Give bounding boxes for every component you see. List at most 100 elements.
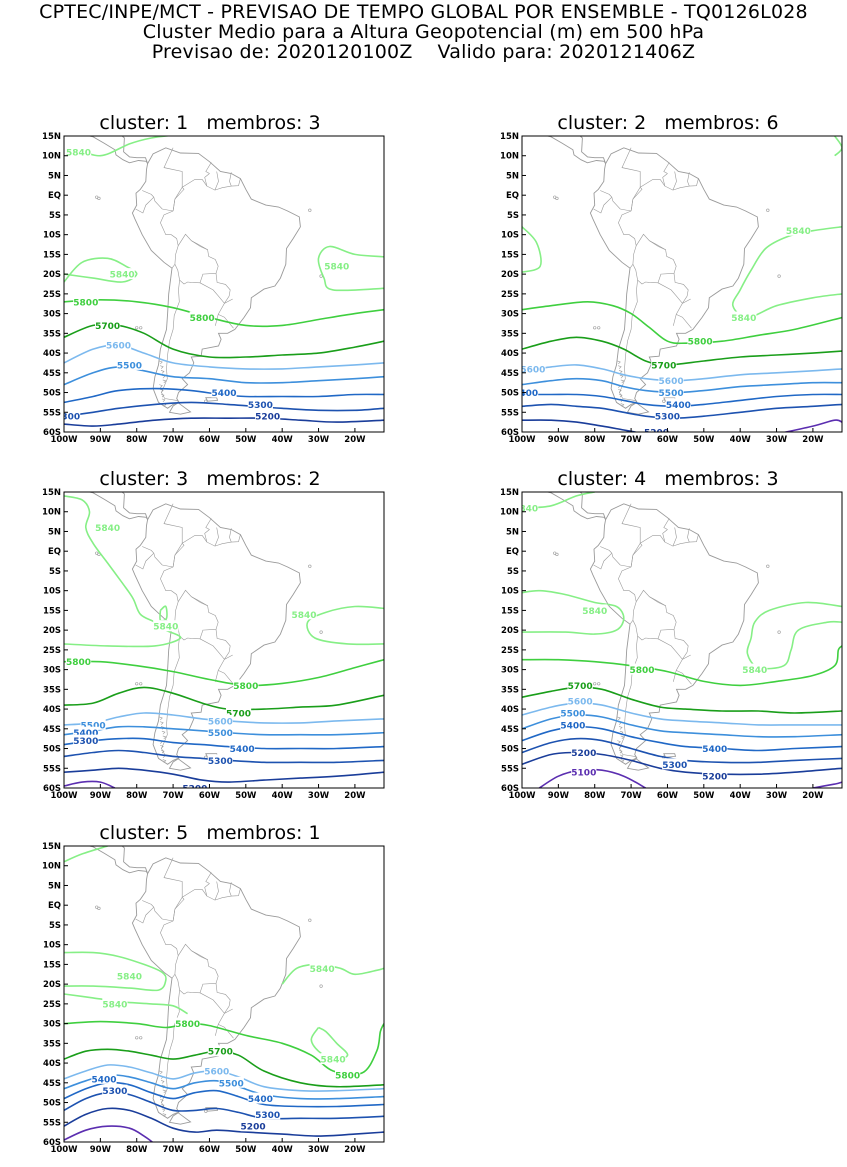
lat-tick-label: 10S — [43, 587, 61, 597]
map-canvas: 5840584058405800580057005600550054005300… — [42, 488, 385, 801]
contour-label-bg — [560, 718, 586, 730]
country-border — [204, 173, 241, 191]
contour-label: 5400 — [666, 401, 691, 411]
contour-label-bg — [651, 358, 677, 370]
contour-label: 5840 — [102, 1000, 127, 1010]
lat-tick-label: 30S — [501, 666, 519, 676]
island — [308, 564, 312, 568]
coastline-fjord — [620, 759, 625, 763]
contour-label-bg — [207, 714, 233, 726]
country-border — [160, 566, 179, 625]
contour-5840 — [731, 226, 842, 319]
contour-5700 — [64, 1048, 384, 1088]
coastline-island — [663, 753, 677, 758]
country-border — [632, 233, 677, 285]
country-border — [640, 535, 666, 544]
coastline-fjord — [619, 754, 624, 759]
contour-label-bg — [582, 604, 608, 616]
contour-label-bg — [102, 1084, 128, 1096]
contour-label-bg — [658, 386, 684, 398]
country-border — [160, 920, 179, 979]
country-border — [142, 900, 174, 922]
lat-tick-label: 20S — [501, 626, 519, 636]
lon-tick-label: 30W — [308, 791, 330, 801]
contour-label-bg — [247, 398, 273, 410]
contour-label: 5400 — [702, 745, 727, 755]
coastline-fjord — [618, 365, 622, 369]
country-border — [673, 314, 677, 326]
lon-tick-label: 70W — [620, 435, 642, 445]
country-border — [675, 654, 691, 671]
lat-tick-label: 10S — [501, 231, 519, 241]
lon-tick-label: 20W — [802, 791, 824, 801]
lon-tick-label: 40W — [730, 791, 752, 801]
lat-tick-label: 10N — [42, 152, 61, 162]
island — [139, 682, 143, 686]
country-border — [174, 589, 219, 641]
contour-label: 5600 — [208, 717, 233, 727]
lat-tick-label: 30S — [43, 310, 61, 320]
contour-label-bg — [291, 608, 317, 620]
lat-tick-label: 45S — [501, 369, 519, 379]
coastline-fjord — [159, 1094, 163, 1098]
contour-label-bg — [320, 1053, 346, 1065]
lon-tick-label: 20W — [344, 435, 366, 445]
country-border — [600, 546, 632, 568]
lat-tick-label: 5N — [506, 527, 519, 537]
country-border — [640, 179, 666, 188]
country-border — [172, 543, 185, 568]
contour-label-bg — [567, 695, 593, 707]
country-border — [215, 273, 231, 297]
country-border — [215, 629, 231, 653]
contour-label: 5800 — [190, 314, 215, 324]
coastline-island — [205, 1107, 219, 1112]
coastline-fjord — [617, 360, 621, 365]
lat-tick-label: 50S — [501, 745, 519, 755]
contour-label-bg — [218, 1076, 244, 1088]
country-border — [172, 897, 185, 922]
contour-label-bg — [324, 260, 350, 272]
lat-tick-label: 40S — [501, 705, 519, 715]
lat-tick-label: 40S — [43, 1059, 61, 1069]
contour-label: 5300 — [73, 737, 98, 747]
island — [555, 552, 559, 556]
lon-tick-label: 50W — [693, 791, 715, 801]
country-border — [662, 529, 699, 547]
coastline-fjord — [161, 1108, 166, 1113]
country-border — [199, 992, 230, 1014]
contour-label-bg — [229, 742, 255, 754]
contour-5840 — [64, 846, 108, 863]
country-border — [204, 883, 241, 901]
contour-5200 — [64, 417, 384, 427]
lon-tick-label: 100W — [508, 435, 536, 445]
island — [597, 326, 601, 330]
coastline-island — [168, 402, 192, 415]
lat-tick-label: 60S — [43, 784, 61, 794]
header-title-line2: Cluster Medio para a Altura Geopotencial… — [142, 21, 705, 43]
contour-label: 5800 — [66, 658, 91, 668]
contour-label: 5300 — [655, 413, 680, 423]
country-border — [593, 552, 613, 570]
contour-label: 5300 — [248, 401, 273, 411]
contour-label-bg — [571, 766, 597, 778]
contour-label-bg — [255, 1108, 281, 1120]
contour-label: 5840 — [786, 227, 811, 237]
contour-label-bg — [335, 1068, 361, 1080]
contour-label-bg — [109, 268, 135, 280]
panel-title: cluster: 3 membros: 2 — [99, 468, 321, 490]
coastline-fjord — [617, 716, 621, 721]
country-border — [218, 1024, 234, 1039]
contour-label: 5600 — [204, 1067, 229, 1077]
contour-label-bg — [309, 962, 335, 974]
island — [97, 906, 101, 910]
contour-5100 — [64, 780, 116, 788]
lon-tick-label: 70W — [620, 791, 642, 801]
country-border — [191, 596, 208, 606]
lat-tick-label: 5N — [506, 171, 519, 181]
lat-tick-label: 5S — [507, 567, 519, 577]
lon-tick-label: 100W — [50, 435, 78, 445]
contour-label: 5840 — [117, 973, 142, 983]
contour-label-bg — [702, 770, 728, 782]
coastline-fjord — [620, 379, 625, 384]
contour-label-bg — [182, 782, 208, 788]
